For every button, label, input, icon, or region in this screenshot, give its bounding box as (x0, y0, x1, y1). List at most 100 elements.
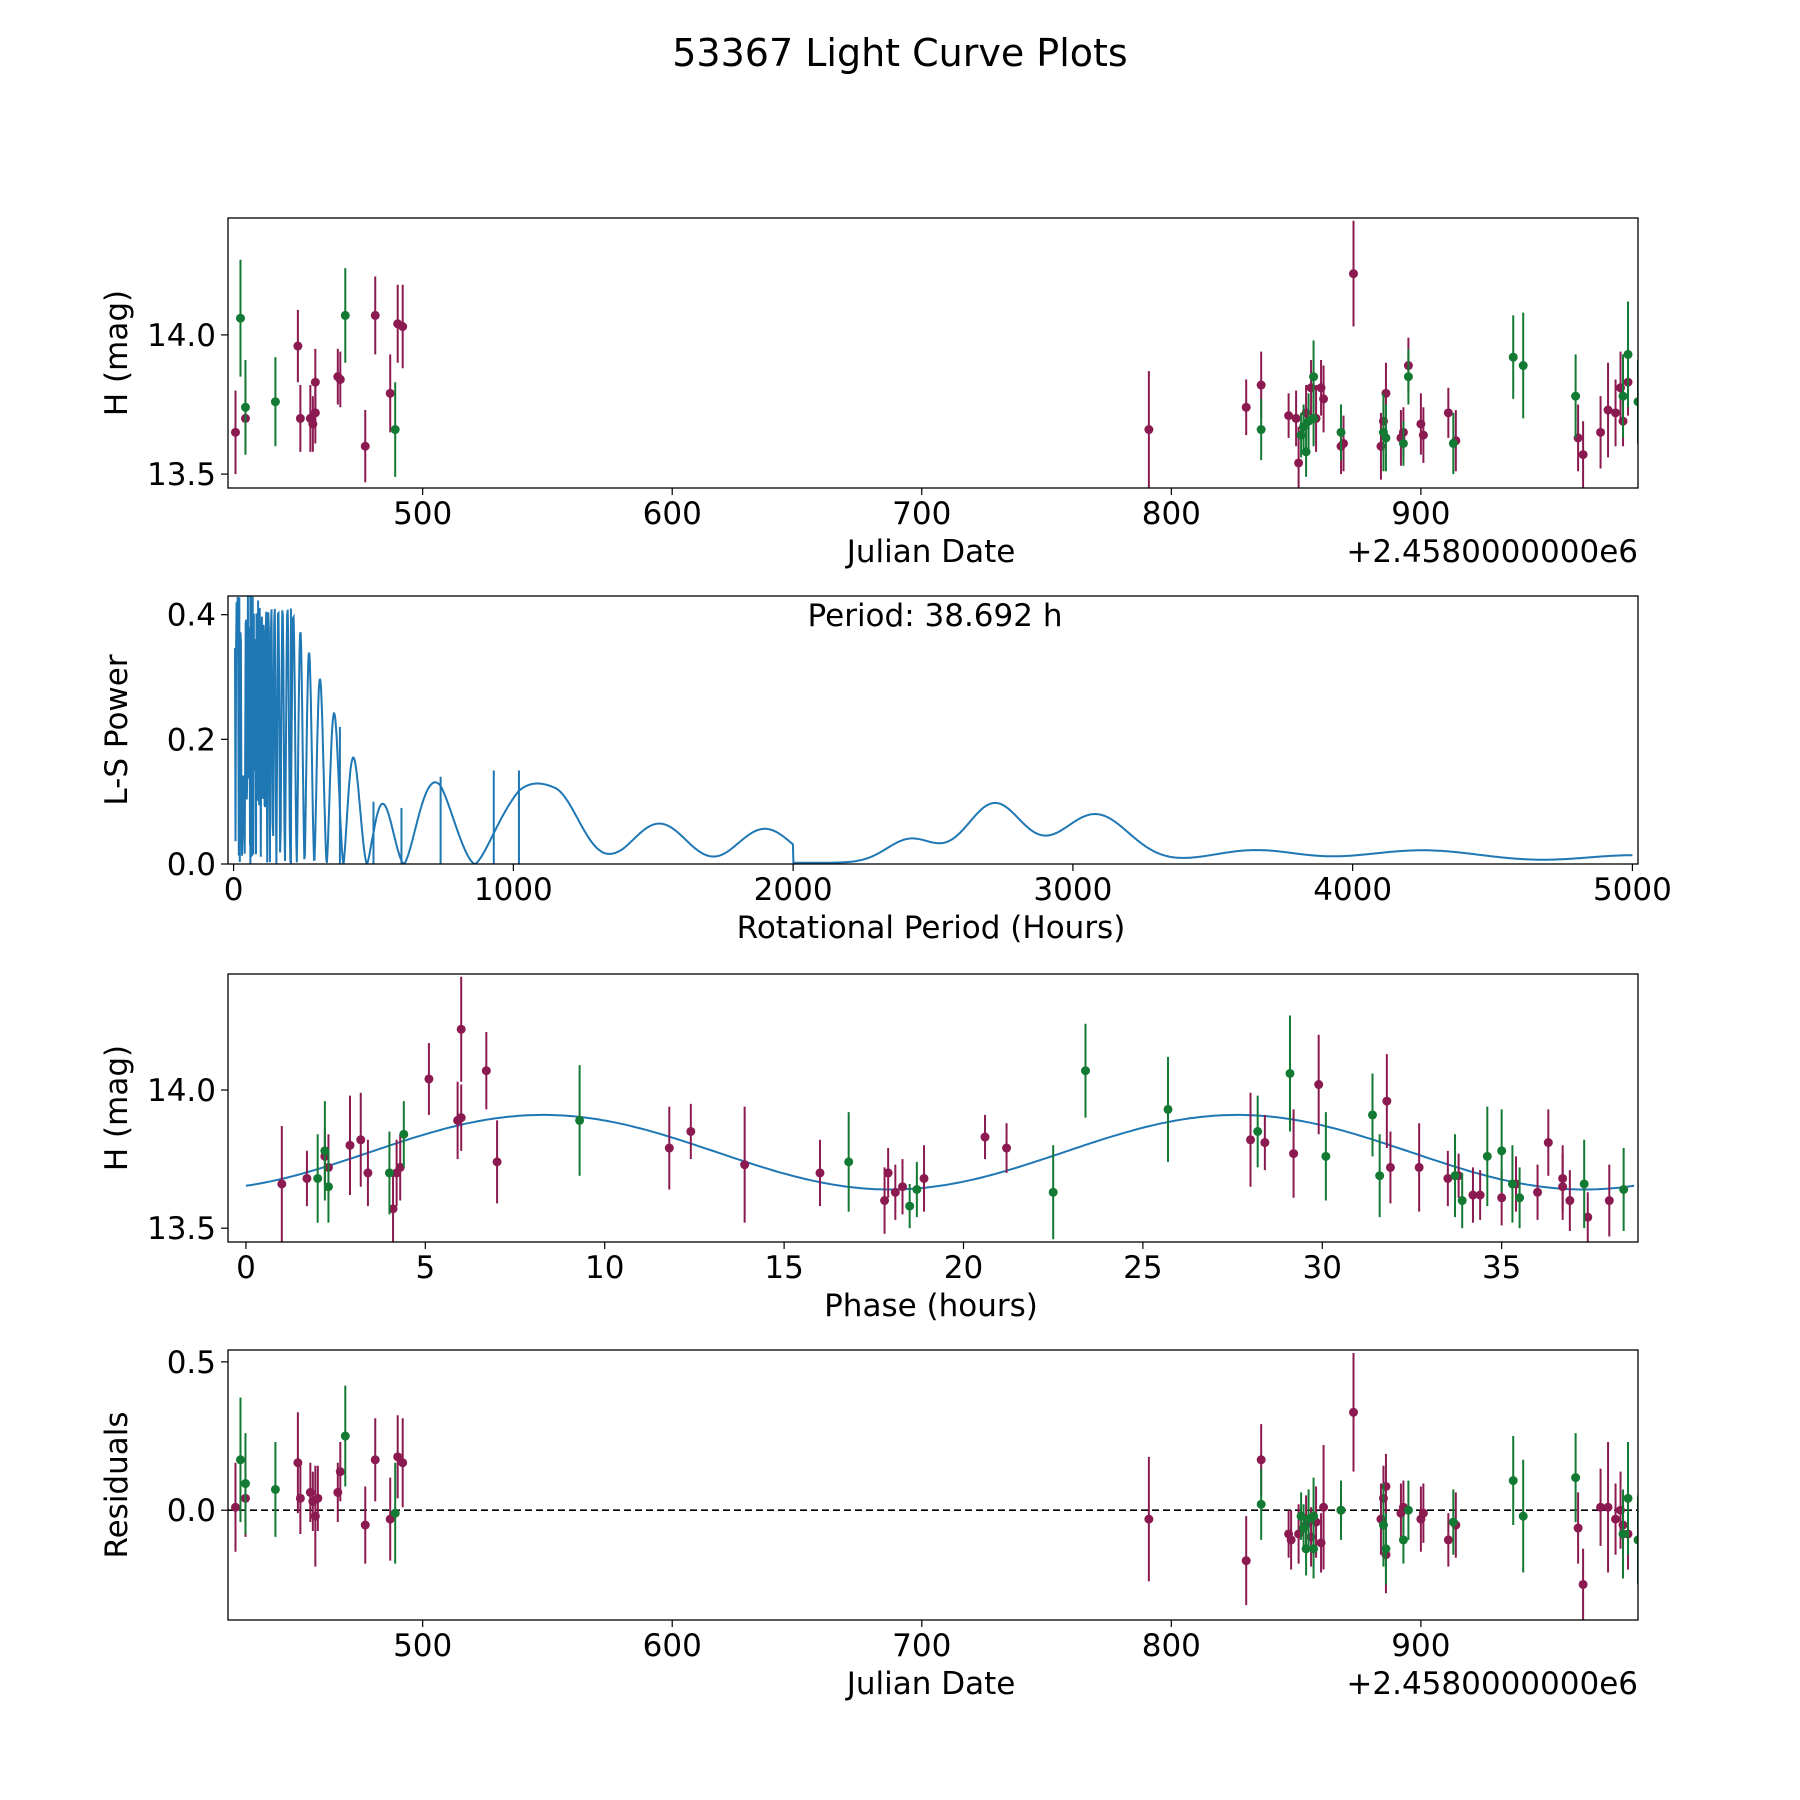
data-point (235, 1455, 245, 1465)
data-point (1623, 349, 1633, 359)
data-point (277, 1179, 287, 1189)
data-point (1443, 1535, 1453, 1545)
x-tick-label: 15 (764, 1250, 803, 1286)
data-point (1368, 1110, 1378, 1120)
x-tick-label: 900 (1391, 1628, 1450, 1664)
data-point (1321, 1151, 1331, 1161)
data-point (980, 1132, 990, 1142)
data-point (1623, 1493, 1633, 1503)
x-offset-label: +2.4580000000e6 (1346, 534, 1638, 570)
data-point (313, 1173, 323, 1183)
data-point (1375, 1171, 1385, 1181)
axes-frame (227, 217, 1639, 489)
data-point (1381, 433, 1391, 443)
data-point (1314, 1080, 1324, 1090)
model-plot (245, 1113, 1635, 1191)
data-point (1497, 1193, 1507, 1203)
data-point (313, 1493, 323, 1503)
data-point (1571, 1473, 1581, 1483)
x-tick-label: 900 (1391, 496, 1450, 532)
data-point (240, 1479, 250, 1489)
data-point (1403, 372, 1413, 382)
data-point (1294, 458, 1304, 468)
data-point (1468, 1190, 1478, 1200)
data-point (1603, 405, 1613, 415)
data-point (340, 310, 350, 320)
data-point (1309, 413, 1319, 423)
data-point (1163, 1104, 1173, 1114)
data-point (1497, 1146, 1507, 1156)
data-point (1611, 408, 1621, 418)
x-tick-label: 1000 (474, 872, 553, 908)
data-point (1443, 1173, 1453, 1183)
x-tick-label: 20 (944, 1250, 983, 1286)
data-point (293, 341, 303, 351)
data-point (1002, 1143, 1012, 1153)
x-tick-label: 30 (1303, 1250, 1342, 1286)
lightcurve-axes: 500 600 700 800 900 13.5 14.0 Julian Date H (mag… (99, 217, 1639, 570)
x-tick-label: 800 (1142, 496, 1201, 532)
data-point (345, 1140, 355, 1150)
data-point (1443, 408, 1453, 418)
data-point (1414, 1162, 1424, 1172)
x-tick-label: 5 (415, 1250, 435, 1286)
data-point (424, 1074, 434, 1084)
data-point (340, 1431, 350, 1441)
x-tick-label: 5000 (1593, 872, 1672, 908)
y-axis-label: Residuals (99, 1411, 135, 1558)
x-tick-label: 0 (224, 872, 244, 908)
data-point (1533, 1187, 1543, 1197)
data-point (890, 1187, 900, 1197)
data-points (277, 976, 1629, 1242)
data-point (1482, 1151, 1492, 1161)
periodogram-plot (234, 596, 1633, 864)
data-point (1349, 269, 1359, 279)
data-point (385, 388, 395, 398)
data-point (815, 1168, 825, 1178)
data-point (1583, 1212, 1593, 1222)
data-point (1241, 402, 1251, 412)
data-point (1301, 447, 1311, 457)
axes-frame (227, 973, 1639, 1243)
data-point (456, 1113, 466, 1123)
data-point (1241, 1556, 1251, 1566)
data-point (240, 402, 250, 412)
x-tick-label: 0 (236, 1250, 256, 1286)
x-axis-label: Rotational Period (Hours) (737, 910, 1126, 946)
data-point (1256, 380, 1266, 390)
data-point (384, 1168, 394, 1178)
data-point (1457, 1196, 1467, 1206)
data-point (1543, 1138, 1553, 1148)
data-point (1286, 1535, 1296, 1545)
data-point (1618, 391, 1628, 401)
data-point (686, 1126, 696, 1136)
data-point (905, 1201, 915, 1211)
data-point (360, 441, 370, 451)
data-point (335, 374, 345, 384)
data-point (1518, 1511, 1528, 1521)
data-point (230, 1502, 240, 1512)
y-tick-label: 0.5 (167, 1345, 216, 1381)
data-point (1256, 1499, 1266, 1509)
data-point (1253, 1126, 1263, 1136)
data-point (1596, 1502, 1606, 1512)
data-point (898, 1182, 908, 1192)
data-point (388, 1204, 398, 1214)
data-point (1336, 427, 1346, 437)
data-point (323, 1182, 333, 1192)
data-point (390, 1508, 400, 1518)
y-tick-label: 0.4 (167, 598, 216, 634)
data-point (1144, 425, 1154, 435)
phased-axes: 0 5 10 15 20 25 30 35 13.5 14.0 Phase (hours) H (ma… (99, 973, 1639, 1324)
data-point (1448, 438, 1458, 448)
residuals-axes: 500 600 700 800 900 0.0 0.5 Julian Date Residual… (99, 1345, 1639, 1702)
data-point (270, 1484, 280, 1494)
data-point (1048, 1187, 1058, 1197)
data-point (390, 425, 400, 435)
data-point (1515, 1193, 1525, 1203)
y-tick-label: 14.0 (147, 1073, 216, 1109)
data-point (1571, 391, 1581, 401)
x-tick-label: 4000 (1313, 872, 1392, 908)
data-point (740, 1160, 750, 1170)
